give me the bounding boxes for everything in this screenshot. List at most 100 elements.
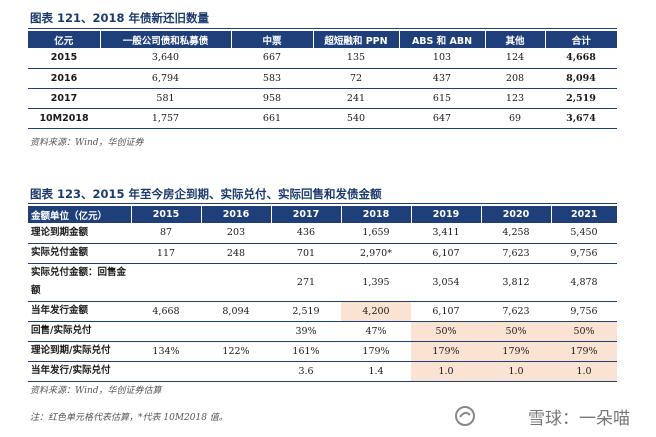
table-row: 理论到期/实际兑付 134% 122% 161% 179% 179% 179% … [28, 341, 617, 362]
bond-refinancing-table: 亿元 一般公司债和私募债 中票 超短融和 PPN ABS 和 ABN 其他 合计… [28, 31, 617, 129]
watermark: 雪球：一朵喵 [528, 409, 630, 429]
cell: 248 [201, 243, 271, 264]
table-row: 理论到期金额 87 203 436 1,659 3,411 4,258 5,45… [28, 223, 617, 244]
cell [201, 263, 271, 302]
cell: 5,450 [551, 223, 617, 244]
estimated-cell: 4,200 [341, 301, 411, 322]
cell: 1,659 [341, 223, 411, 244]
cell: 1,757 [100, 108, 231, 129]
developer-maturity-table: 金额单位（亿元） 2015 2016 2017 2018 2019 2020 2… [28, 206, 617, 382]
header-cell: 金额单位（亿元） [28, 206, 132, 223]
cell: 179% [341, 341, 411, 362]
total-cell: 3,674 [545, 108, 617, 129]
header-cell: 2017 [271, 206, 342, 223]
estimated-cell: 1.0 [481, 361, 551, 382]
cell: 3,640 [100, 48, 231, 69]
cell: 583 [231, 68, 313, 89]
header-cell: 其他 [485, 31, 546, 48]
cell: 208 [485, 68, 545, 89]
header-cell: 亿元 [28, 31, 101, 48]
cell [201, 321, 271, 342]
row-label: 2015 [28, 48, 100, 69]
table1-source: 资料来源：Wind，华创证券 [30, 138, 144, 148]
cell: 7,623 [481, 301, 551, 322]
header-cell: 超短融和 PPN [313, 31, 400, 48]
table-row: 当年发行/实际兑付 3.6 1.4 1.0 1.0 1.0 [28, 361, 617, 382]
cell: 203 [201, 223, 271, 244]
cell: 615 [399, 88, 485, 109]
table-row: 2015 3,640 667 135 103 124 4,668 [28, 48, 617, 69]
cell: 124 [485, 48, 545, 69]
header-cell: 一般公司债和私募债 [100, 31, 232, 48]
cell: 2,970* [341, 243, 411, 264]
header-cell: 2020 [481, 206, 552, 223]
table2-source: 资料来源：Wind，华创证券估算 [30, 386, 162, 396]
total-cell: 2,519 [545, 88, 617, 109]
cell: 122% [201, 341, 271, 362]
estimated-cell: 179% [411, 341, 481, 362]
estimated-cell: 50% [551, 321, 617, 342]
cell: 87 [131, 223, 201, 244]
row-label: 10M2018 [28, 108, 100, 129]
row-label: 回售/实际兑付 [28, 321, 131, 342]
header-cell: 2016 [201, 206, 272, 223]
row-label: 实际兑付金额：回售金额 [28, 263, 131, 302]
snowball-logo-icon [455, 406, 475, 426]
row-label: 当年发行/实际兑付 [28, 361, 131, 382]
cell: 581 [100, 88, 231, 109]
cell: 161% [271, 341, 341, 362]
header-cell: 2019 [411, 206, 482, 223]
row-label: 2016 [28, 68, 100, 89]
table2-top-rule [28, 203, 617, 204]
cell: 647 [399, 108, 485, 129]
cell [131, 321, 201, 342]
cell: 958 [231, 88, 313, 109]
cell: 4,258 [481, 223, 551, 244]
cell: 701 [271, 243, 341, 264]
cell: 3,411 [411, 223, 481, 244]
cell: 436 [271, 223, 341, 244]
cell: 241 [313, 88, 399, 109]
header-cell: 2018 [341, 206, 412, 223]
header-cell: 2015 [131, 206, 202, 223]
estimated-cell: 179% [551, 341, 617, 362]
cell: 3,054 [411, 263, 481, 302]
estimated-cell: 1.0 [551, 361, 617, 382]
header-cell: ABS 和 ABN [399, 31, 486, 48]
cell: 2,519 [271, 301, 341, 322]
cell: 134% [131, 341, 201, 362]
cell [131, 263, 201, 302]
table-row: 2016 6,794 583 72 437 208 8,094 [28, 68, 617, 89]
row-label: 当年发行金额 [28, 301, 131, 322]
total-cell: 4,668 [545, 48, 617, 69]
table1-title: 图表 121、2018 年债新还旧数量 [30, 11, 210, 25]
cell: 7,623 [481, 243, 551, 264]
cell: 6,107 [411, 243, 481, 264]
header-cell: 中票 [231, 31, 314, 48]
cell: 6,107 [411, 301, 481, 322]
cell: 661 [231, 108, 313, 129]
cell: 667 [231, 48, 313, 69]
table-row: 实际兑付金额：回售金额 271 1,395 3,054 3,812 4,878 [28, 263, 617, 302]
header-cell: 合计 [545, 31, 617, 48]
cell: 1.4 [341, 361, 411, 382]
cell: 72 [313, 68, 399, 89]
table-row: 2017 581 958 241 615 123 2,519 [28, 88, 617, 109]
cell: 9,756 [551, 301, 617, 322]
cell: 271 [271, 263, 341, 302]
cell: 123 [485, 88, 545, 109]
table1-top-rule [28, 28, 617, 29]
cell: 8,094 [201, 301, 271, 322]
row-label: 实际兑付金额 [28, 243, 131, 264]
cell: 39% [271, 321, 341, 342]
row-label: 2017 [28, 88, 100, 109]
cell: 6,794 [100, 68, 231, 89]
cell [131, 361, 201, 382]
estimated-cell: 179% [481, 341, 551, 362]
header-cell: 2021 [551, 206, 617, 223]
cell: 437 [399, 68, 485, 89]
cell: 1,395 [341, 263, 411, 302]
table-row: 实际兑付金额 117 248 701 2,970* 6,107 7,623 9,… [28, 243, 617, 264]
estimated-cell: 50% [411, 321, 481, 342]
estimated-cell: 1.0 [411, 361, 481, 382]
